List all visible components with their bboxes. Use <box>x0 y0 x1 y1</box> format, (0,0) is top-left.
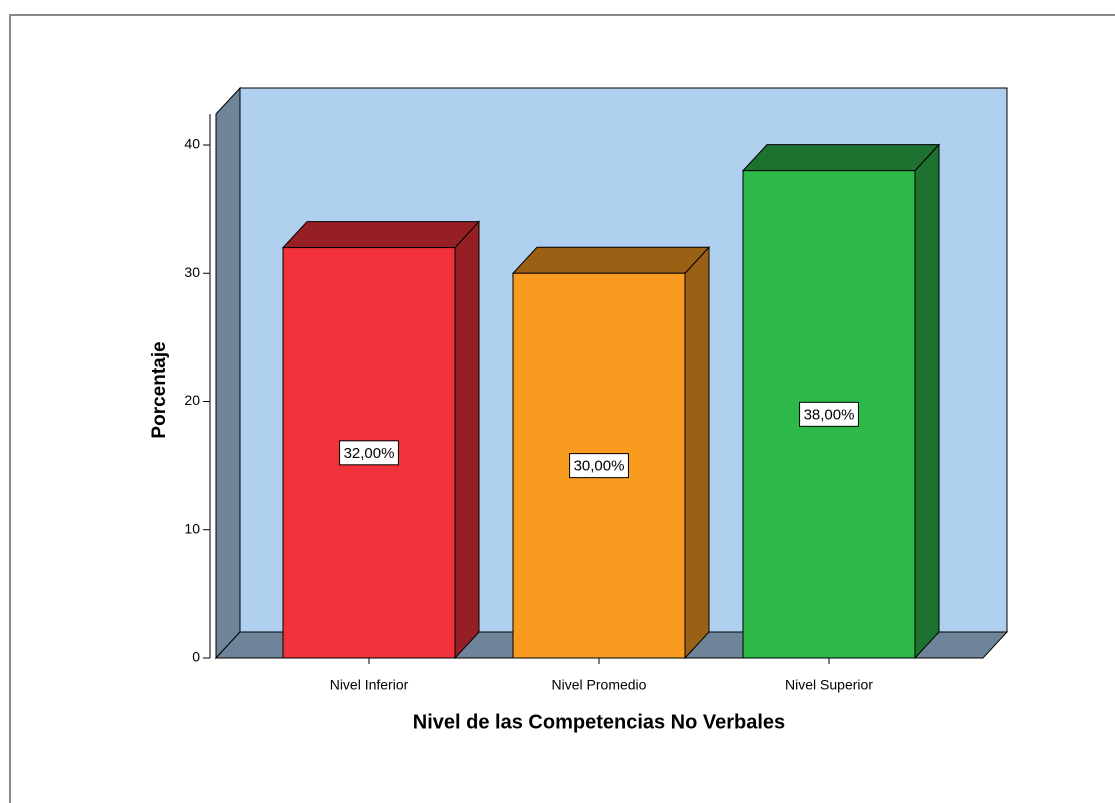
bar-side <box>684 245 710 660</box>
y-tick-label: 40 <box>184 136 200 152</box>
value-label-box <box>339 440 399 466</box>
x-tick-label: Nivel Promedio <box>552 677 647 693</box>
x-axis-title: Nivel de las Competencias No Verbales <box>413 711 785 733</box>
y-axis-title: Porcentaje <box>149 341 170 438</box>
bar-side <box>914 143 940 660</box>
y-tick-label: 10 <box>184 520 200 536</box>
value-label-box <box>799 401 859 427</box>
side-wall <box>215 86 241 660</box>
y-tick-label: 0 <box>192 649 200 665</box>
y-tick-label: 20 <box>184 392 200 408</box>
y-tick-label: 30 <box>184 264 200 280</box>
frame <box>9 14 1115 803</box>
x-tick-label: Nivel Superior <box>785 677 873 693</box>
value-label: 30,00% <box>574 458 625 475</box>
value-label-box <box>569 453 629 479</box>
bar-top <box>741 144 941 172</box>
bar-top <box>511 246 711 274</box>
x-tick-label: Nivel Inferior <box>330 677 409 693</box>
value-label: 32,00% <box>344 445 395 462</box>
value-label: 38,00% <box>804 406 855 423</box>
bar-top <box>281 221 481 249</box>
bar-side <box>454 220 480 660</box>
